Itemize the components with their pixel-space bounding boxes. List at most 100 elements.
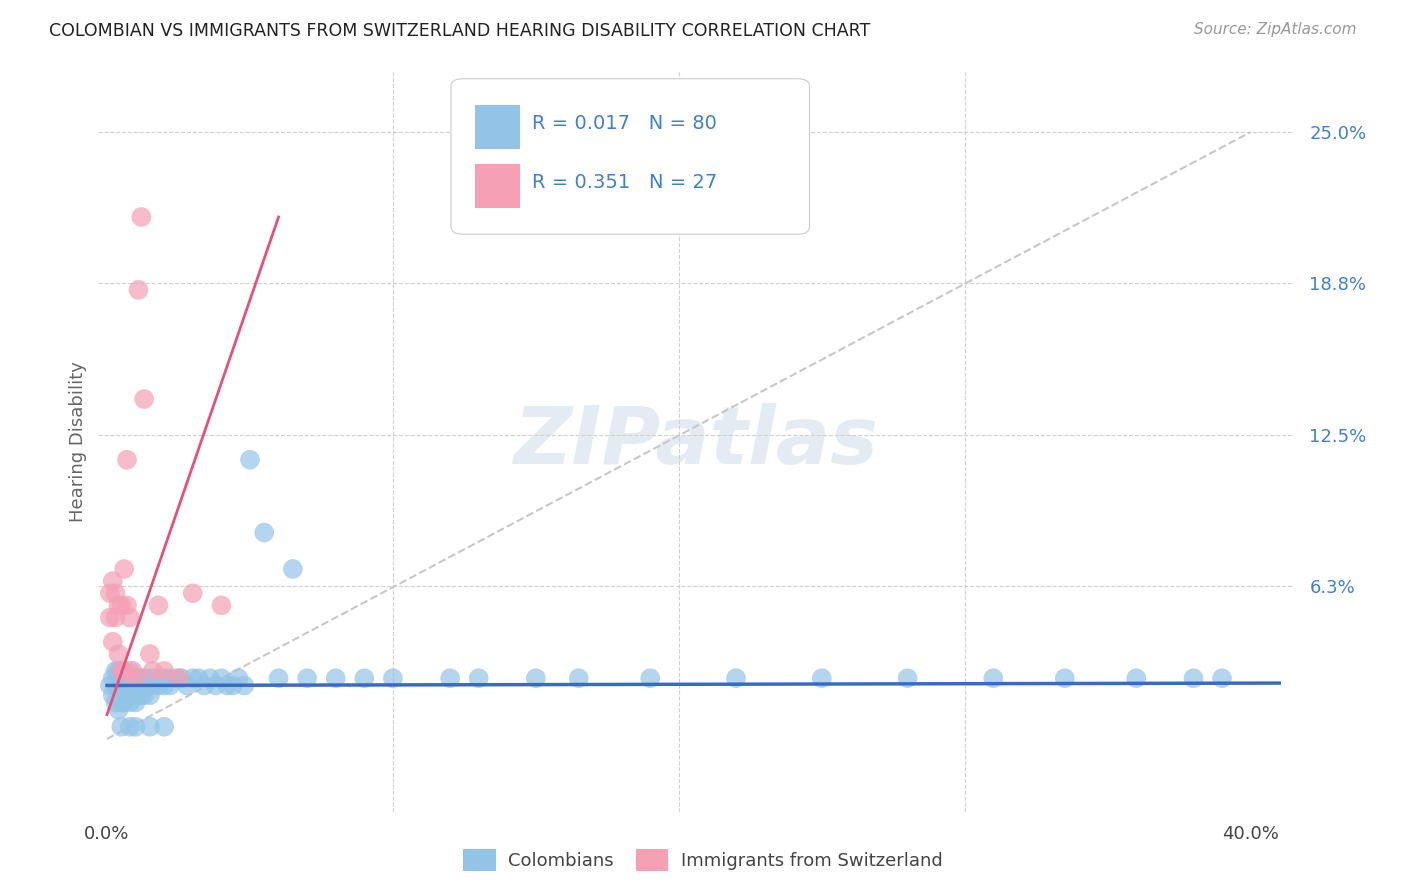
- Point: [101, 688, 124, 702]
- Point: [124, 720, 146, 734]
- Point: [167, 671, 190, 685]
- Point: [253, 525, 276, 540]
- Point: [104, 696, 127, 710]
- Point: [139, 688, 162, 702]
- Point: [568, 671, 591, 685]
- Point: [139, 647, 162, 661]
- Point: [118, 610, 141, 624]
- Text: Source: ZipAtlas.com: Source: ZipAtlas.com: [1194, 22, 1357, 37]
- Point: [104, 586, 127, 600]
- Point: [638, 671, 661, 685]
- Point: [810, 671, 832, 685]
- Point: [148, 599, 170, 613]
- Point: [1182, 671, 1205, 685]
- Point: [181, 671, 204, 685]
- Legend: Colombians, Immigrants from Switzerland: Colombians, Immigrants from Switzerland: [456, 842, 950, 879]
- Point: [115, 671, 138, 685]
- Point: [110, 664, 132, 678]
- Point: [139, 671, 162, 685]
- Point: [107, 683, 129, 698]
- Point: [98, 610, 121, 624]
- Point: [110, 678, 132, 692]
- Point: [896, 671, 918, 685]
- Point: [142, 678, 165, 692]
- Point: [228, 671, 250, 685]
- Point: [107, 599, 129, 613]
- Point: [1211, 671, 1233, 685]
- Point: [104, 610, 127, 624]
- Text: COLOMBIAN VS IMMIGRANTS FROM SWITZERLAND HEARING DISABILITY CORRELATION CHART: COLOMBIAN VS IMMIGRANTS FROM SWITZERLAND…: [49, 22, 870, 40]
- Point: [353, 671, 375, 685]
- Point: [101, 671, 124, 685]
- Point: [1125, 671, 1147, 685]
- Point: [981, 671, 1004, 685]
- Point: [150, 671, 173, 685]
- Point: [107, 664, 129, 678]
- Point: [107, 703, 129, 717]
- Point: [112, 696, 135, 710]
- Point: [209, 599, 232, 613]
- Point: [118, 696, 141, 710]
- Point: [159, 678, 181, 692]
- Point: [181, 586, 204, 600]
- Point: [381, 671, 404, 685]
- Y-axis label: Hearing Disability: Hearing Disability: [69, 361, 87, 522]
- Point: [187, 671, 209, 685]
- Point: [204, 678, 226, 692]
- Point: [724, 671, 747, 685]
- Point: [176, 678, 198, 692]
- Point: [101, 574, 124, 588]
- Point: [193, 678, 215, 692]
- Point: [139, 720, 162, 734]
- Point: [110, 664, 132, 678]
- Point: [131, 671, 153, 685]
- Point: [134, 688, 156, 702]
- Point: [115, 452, 138, 467]
- Point: [148, 678, 170, 692]
- Point: [98, 678, 121, 692]
- Point: [121, 664, 143, 678]
- Point: [170, 671, 193, 685]
- FancyBboxPatch shape: [475, 104, 520, 149]
- Point: [127, 283, 149, 297]
- Point: [121, 671, 143, 685]
- Point: [104, 678, 127, 692]
- Point: [217, 678, 239, 692]
- Point: [134, 392, 156, 406]
- Point: [524, 671, 547, 685]
- Point: [156, 671, 179, 685]
- Point: [112, 664, 135, 678]
- Point: [110, 720, 132, 734]
- Text: ZIPatlas: ZIPatlas: [513, 402, 879, 481]
- Point: [325, 671, 347, 685]
- Point: [112, 562, 135, 576]
- Point: [239, 452, 262, 467]
- Point: [127, 688, 149, 702]
- Point: [209, 671, 232, 685]
- Point: [121, 688, 143, 702]
- Point: [112, 664, 135, 678]
- Point: [110, 599, 132, 613]
- Point: [162, 671, 184, 685]
- Point: [198, 671, 221, 685]
- Point: [233, 678, 256, 692]
- Point: [127, 671, 149, 685]
- Point: [98, 586, 121, 600]
- Point: [118, 664, 141, 678]
- Point: [467, 671, 489, 685]
- Point: [118, 678, 141, 692]
- Point: [153, 720, 176, 734]
- Point: [107, 647, 129, 661]
- Point: [110, 696, 132, 710]
- Point: [267, 671, 290, 685]
- Point: [136, 678, 159, 692]
- Point: [124, 696, 146, 710]
- Point: [134, 671, 156, 685]
- Point: [142, 664, 165, 678]
- Point: [115, 599, 138, 613]
- Point: [118, 720, 141, 734]
- Point: [1053, 671, 1076, 685]
- Point: [131, 688, 153, 702]
- FancyBboxPatch shape: [475, 164, 520, 209]
- Point: [124, 671, 146, 685]
